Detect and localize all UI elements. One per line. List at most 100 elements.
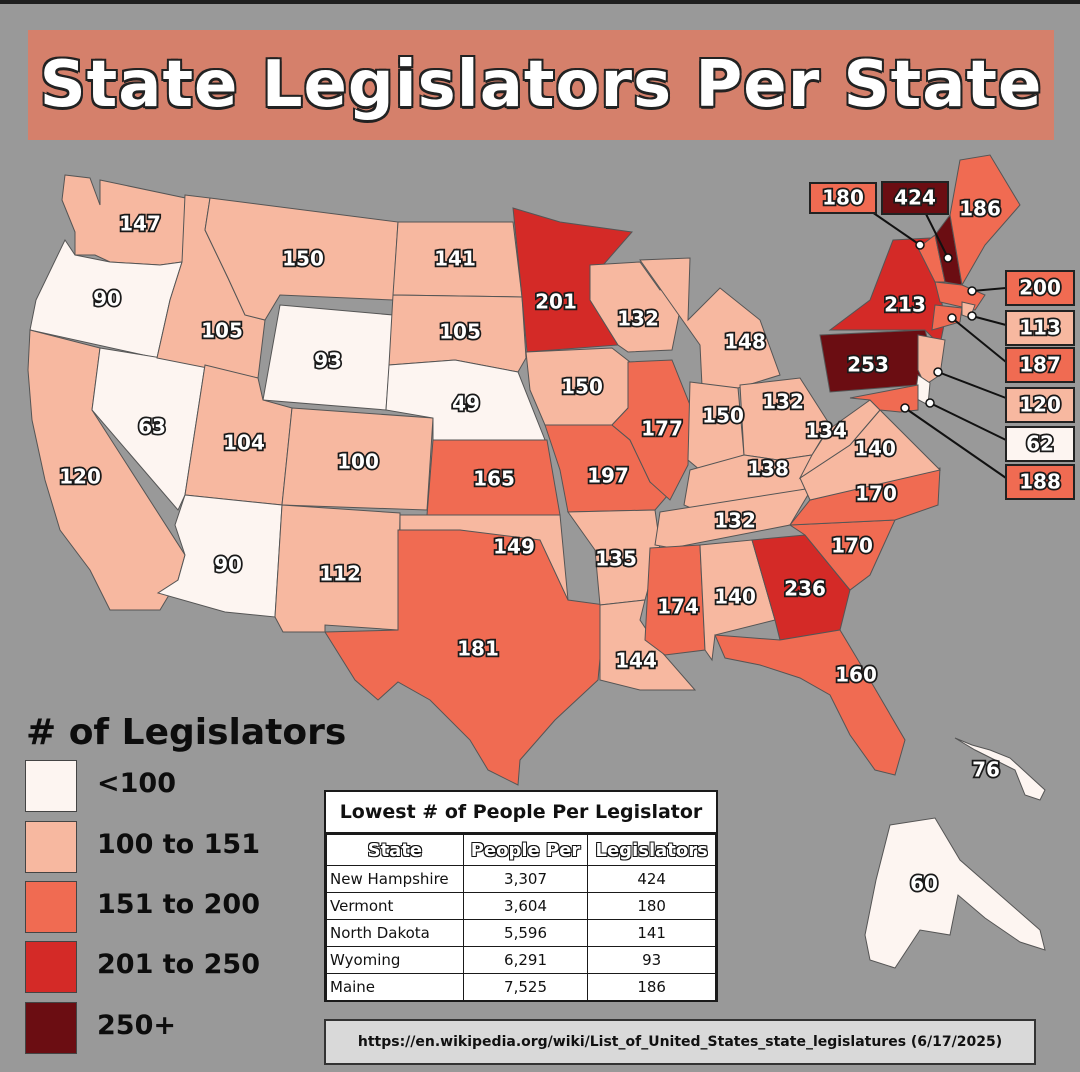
legend-label: 100 to 151 [97, 829, 260, 860]
callout-line-ct [951, 317, 1007, 363]
table-row: North Dakota 5,596 141 [326, 919, 716, 947]
state-label-pa: 253 [847, 353, 889, 377]
state-label-fl: 160 [835, 663, 877, 687]
callout-line-nh [925, 213, 949, 259]
table-header-cell: People Per [462, 834, 589, 866]
state-label-ca: 120 [59, 465, 101, 489]
state-la [599, 599, 697, 691]
source-citation: https://en.wikipedia.org/wiki/List_of_Un… [324, 1019, 1036, 1065]
state-ms [644, 544, 706, 656]
state-label-va: 140 [854, 437, 896, 461]
state-md [849, 384, 919, 413]
table-cell: 5,596 [462, 919, 589, 947]
state-label-nc: 170 [855, 482, 897, 506]
state-il [611, 359, 691, 501]
legend-swatch [25, 760, 77, 812]
callout-line-de [929, 402, 1007, 441]
state-label-ut: 104 [223, 431, 265, 455]
legend-swatch [25, 1002, 77, 1054]
state-label-ak: 60 [910, 872, 938, 896]
state-label-wa: 147 [119, 212, 161, 236]
legend-swatch [25, 821, 77, 873]
table-cell: 93 [587, 946, 716, 974]
state-label-az: 90 [214, 553, 242, 577]
state-hi [954, 737, 1046, 801]
table-grid: State People Per Legislators New Hampshire… [326, 834, 716, 1001]
state-tn [654, 487, 813, 549]
table-header-cell: State [326, 834, 464, 866]
callout-pointer-de [925, 398, 935, 408]
callout-pointer-ma [967, 286, 977, 296]
callout-pointer-ct [947, 313, 957, 323]
state-label-nd: 141 [434, 247, 476, 271]
state-label-oh: 132 [762, 390, 804, 414]
legend-item: <100 [25, 760, 425, 812]
table-cell: Vermont [326, 892, 464, 920]
callout-box-nj [1005, 387, 1075, 423]
callout-label-vt: 180 [822, 186, 864, 210]
state-nc [788, 467, 941, 526]
table-header-row: State People Per Legislators [326, 834, 716, 866]
table-cell: 3,307 [462, 865, 589, 893]
state-label-ar: 135 [595, 547, 637, 571]
state-label-mt: 150 [282, 247, 324, 271]
callout-box-ri [1005, 310, 1075, 346]
state-label-wi: 132 [617, 307, 659, 331]
state-label-ok: 149 [493, 535, 535, 559]
state-label-tn: 132 [714, 509, 756, 533]
table-cell: 141 [587, 919, 716, 947]
state-ma [934, 281, 986, 311]
map-title: State Legislators Per State [39, 48, 1043, 122]
callout-pointer-ri [967, 311, 977, 321]
state-label-nv: 63 [138, 415, 166, 439]
legend-title: # of Legislators [26, 712, 347, 753]
table-header-cell: Legislators [587, 834, 716, 866]
state-label-mi: 148 [724, 330, 766, 354]
state-label-ga: 236 [784, 577, 826, 601]
state-label-hi: 76 [972, 758, 1000, 782]
legend-swatch [25, 941, 77, 993]
callout-box-vt [809, 182, 877, 214]
state-label-nm: 112 [319, 562, 361, 586]
state-label-in: 150 [702, 404, 744, 428]
table-row: Maine 7,525 186 [326, 973, 716, 1001]
state-label-ky: 138 [747, 457, 789, 481]
legend-swatch [25, 881, 77, 933]
callout-label-ct: 187 [1019, 353, 1061, 377]
state-label-tx: 181 [457, 637, 499, 661]
state-label-mn: 201 [535, 290, 577, 314]
state-wi [589, 261, 686, 353]
table-row: Wyoming 6,291 93 [326, 946, 716, 974]
table-cell: 186 [587, 973, 716, 1001]
callout-label-md: 188 [1019, 470, 1061, 494]
legend-label: 250+ [97, 1010, 176, 1041]
callout-line-vt [871, 211, 921, 246]
table-title: Lowest # of People Per Legislator [326, 792, 716, 834]
table-cell: 6,291 [462, 946, 589, 974]
legend-item: 201 to 250 [25, 941, 425, 993]
state-label-id: 105 [201, 319, 243, 343]
state-label-ny: 213 [884, 293, 926, 317]
state-label-al: 140 [714, 585, 756, 609]
state-label-ks: 165 [473, 467, 515, 491]
state-label-mo: 197 [587, 464, 629, 488]
callout-label-ri: 113 [1019, 316, 1061, 340]
callout-label-de: 62 [1026, 432, 1054, 456]
legend-label: 151 to 200 [97, 889, 260, 920]
callout-label-ma: 200 [1019, 276, 1061, 300]
table-row: Vermont 3,604 180 [326, 892, 716, 920]
title-band: State Legislators Per State [28, 30, 1054, 140]
callout-line-ri [971, 315, 1007, 326]
callout-box-ct [1005, 347, 1075, 383]
table-cell: 3,604 [462, 892, 589, 920]
state-label-il: 177 [641, 417, 683, 441]
callout-pointer-vt [915, 240, 925, 250]
state-label-co: 100 [337, 450, 379, 474]
us-map: 180 424 200 113 187 120 62 188 147 90 120 63 105 150… [0, 150, 1080, 1050]
legend-item: 151 to 200 [25, 881, 425, 933]
state-label-wy: 93 [314, 349, 342, 373]
callout-pointer-nj [933, 367, 943, 377]
callout-line-md [904, 407, 1007, 479]
table-cell: New Hampshire [326, 865, 464, 893]
